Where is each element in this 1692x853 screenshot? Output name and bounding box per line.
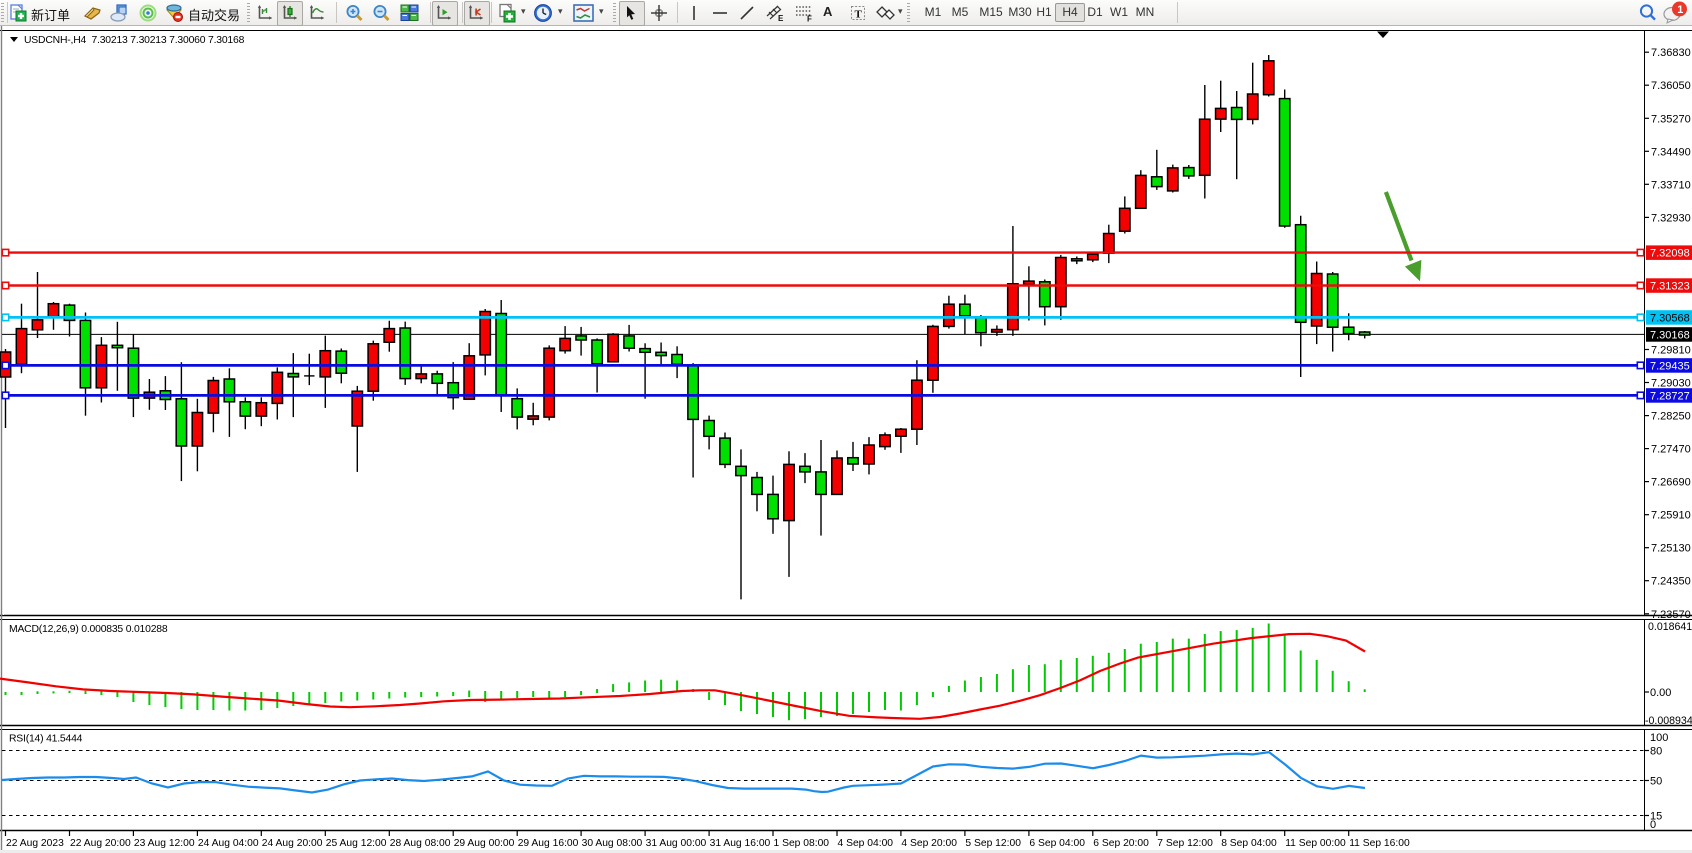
svg-text:30 Aug 08:00: 30 Aug 08:00	[582, 838, 643, 849]
svg-text:7.33710: 7.33710	[1651, 179, 1691, 191]
svg-text:7.32930: 7.32930	[1651, 212, 1691, 224]
svg-text:80: 80	[1650, 746, 1662, 758]
svg-text:31 Aug 00:00: 31 Aug 00:00	[646, 838, 707, 849]
svg-text:4 Sep 04:00: 4 Sep 04:00	[838, 838, 894, 849]
svg-text:1: 1	[1677, 4, 1683, 16]
svg-text:-0.008934: -0.008934	[1645, 715, 1692, 727]
svg-text:7.30568: 7.30568	[1650, 313, 1690, 325]
svg-text:E: E	[778, 14, 784, 22]
svg-text:5 Sep 12:00: 5 Sep 12:00	[965, 838, 1021, 849]
svg-text:100: 100	[1650, 732, 1668, 744]
svg-text:22 Aug 20:00: 22 Aug 20:00	[70, 838, 131, 849]
svg-text:USDCNH-,H4 7.30213 7.30213 7.: USDCNH-,H4 7.30213 7.30213 7.30060 7.301…	[24, 35, 245, 46]
svg-text:7.27470: 7.27470	[1651, 444, 1691, 456]
svg-text:7.28250: 7.28250	[1651, 411, 1691, 423]
svg-text:29 Aug 00:00: 29 Aug 00:00	[454, 838, 515, 849]
svg-text:23 Aug 12:00: 23 Aug 12:00	[134, 838, 195, 849]
svg-text:7 Sep 12:00: 7 Sep 12:00	[1157, 838, 1213, 849]
svg-text:0.018641: 0.018641	[1648, 621, 1692, 633]
svg-text:0.00: 0.00	[1650, 687, 1671, 699]
svg-text:7.36050: 7.36050	[1651, 80, 1691, 92]
svg-text:11 Sep 00:00: 11 Sep 00:00	[1285, 838, 1346, 849]
svg-text:4 Sep 20:00: 4 Sep 20:00	[901, 838, 957, 849]
svg-text:25 Aug 12:00: 25 Aug 12:00	[326, 838, 387, 849]
svg-text:6 Sep 04:00: 6 Sep 04:00	[1029, 838, 1085, 849]
svg-text:22 Aug 2023: 22 Aug 2023	[6, 838, 64, 849]
svg-text:7.24350: 7.24350	[1651, 576, 1691, 588]
svg-text:7.26690: 7.26690	[1651, 477, 1691, 489]
svg-text:11 Sep 16:00: 11 Sep 16:00	[1349, 838, 1410, 849]
svg-text:28 Aug 08:00: 28 Aug 08:00	[390, 838, 451, 849]
svg-text:8 Sep 04:00: 8 Sep 04:00	[1221, 838, 1277, 849]
svg-text:7.29435: 7.29435	[1650, 361, 1690, 373]
svg-text:7.25130: 7.25130	[1651, 543, 1691, 555]
svg-text:7.29030: 7.29030	[1651, 378, 1691, 390]
svg-text:31 Aug 16:00: 31 Aug 16:00	[710, 838, 771, 849]
svg-text:15: 15	[1650, 811, 1662, 823]
svg-text:F: F	[807, 15, 812, 23]
svg-text:7.23570: 7.23570	[1651, 609, 1691, 621]
svg-text:7.30168: 7.30168	[1650, 330, 1690, 342]
svg-text:T: T	[855, 9, 863, 21]
svg-text:1 Sep 08:00: 1 Sep 08:00	[774, 838, 830, 849]
svg-text:7.25910: 7.25910	[1651, 510, 1691, 522]
svg-text:50: 50	[1650, 776, 1662, 788]
svg-text:7.28727: 7.28727	[1650, 391, 1690, 403]
svg-text:7.36830: 7.36830	[1651, 47, 1691, 59]
svg-text:7.32098: 7.32098	[1650, 248, 1690, 260]
svg-text:29 Aug 16:00: 29 Aug 16:00	[518, 838, 579, 849]
svg-text:7.31323: 7.31323	[1650, 281, 1690, 293]
svg-text:7.29810: 7.29810	[1651, 345, 1691, 357]
svg-text:MACD(12,26,9) 0.000835 0.01028: MACD(12,26,9) 0.000835 0.010288	[9, 624, 168, 635]
svg-text:7.35270: 7.35270	[1651, 113, 1691, 125]
svg-text:24 Aug 20:00: 24 Aug 20:00	[262, 838, 323, 849]
svg-text:0: 0	[1650, 819, 1656, 831]
svg-text:24 Aug 04:00: 24 Aug 04:00	[198, 838, 259, 849]
svg-text:6 Sep 20:00: 6 Sep 20:00	[1093, 838, 1149, 849]
svg-text:7.34490: 7.34490	[1651, 146, 1691, 158]
svg-text:RSI(14) 41.5444: RSI(14) 41.5444	[9, 734, 83, 745]
